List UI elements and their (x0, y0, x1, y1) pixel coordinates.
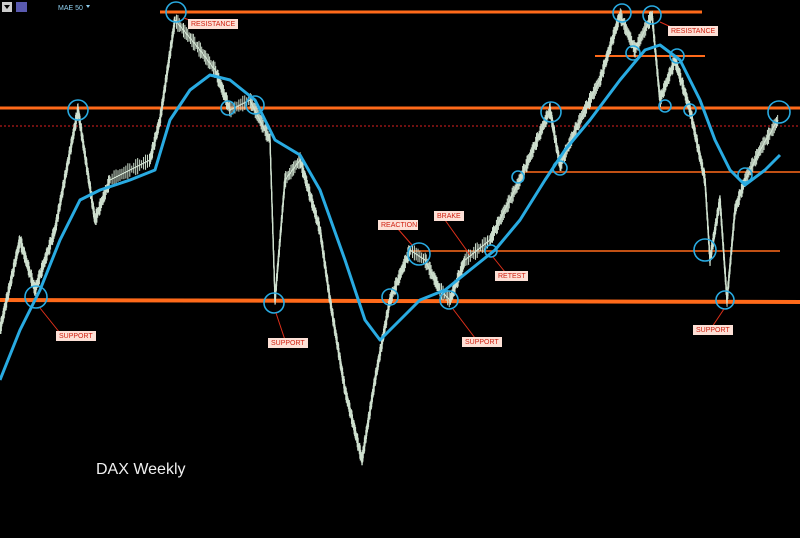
leader (452, 308, 476, 339)
tool-button[interactable] (16, 2, 27, 12)
ring (24, 285, 48, 309)
label-text: SUPPORT (59, 333, 93, 340)
support-line (0, 298, 800, 304)
label: RESISTANCE (668, 26, 718, 36)
label-text: SUPPORT (696, 327, 730, 334)
ring (439, 290, 459, 310)
ring (484, 244, 498, 258)
label-text: SUPPORT (465, 339, 499, 346)
ring (511, 170, 525, 184)
ring (263, 292, 285, 314)
moving-average (0, 43, 782, 381)
ring (625, 45, 641, 61)
label: RETEST (495, 271, 528, 281)
label: SUPPORT (462, 337, 502, 347)
ring (669, 48, 685, 64)
ring (540, 101, 562, 123)
leader (275, 312, 286, 341)
label: SUPPORT (268, 338, 308, 348)
ring (245, 95, 265, 115)
ring (165, 1, 187, 23)
label: SUPPORT (56, 331, 96, 341)
ring (381, 288, 399, 306)
ring (552, 160, 568, 176)
watermark: DAX Weekly (96, 461, 186, 478)
label-text: BRAKE (437, 213, 461, 220)
ring (767, 100, 791, 124)
ring (67, 99, 89, 121)
leader (492, 256, 506, 273)
candles (0, 8, 779, 466)
label-text: RETEST (498, 273, 526, 280)
menu-arrow (4, 5, 10, 9)
ring (220, 100, 236, 116)
ring (658, 99, 672, 113)
leader (397, 228, 413, 246)
label: REACTION (378, 220, 418, 230)
label-text: RESISTANCE (671, 28, 716, 35)
ring (407, 242, 431, 266)
leader (711, 308, 725, 328)
label: RESISTANCE (188, 19, 238, 29)
label: SUPPORT (693, 325, 733, 335)
indicator-dropdown[interactable] (86, 5, 90, 8)
indicator-label[interactable]: MAE 50 (58, 5, 83, 12)
markers (24, 1, 791, 314)
leader (39, 307, 61, 334)
ring (683, 103, 697, 117)
label: BRAKE (434, 211, 464, 221)
label-text: RESISTANCE (191, 21, 236, 28)
ring (737, 167, 753, 183)
label-text: REACTION (381, 222, 417, 229)
label-text: SUPPORT (271, 340, 305, 347)
ring (715, 290, 735, 310)
ring (693, 238, 717, 262)
ring (642, 5, 662, 25)
leader (444, 219, 471, 256)
ring (612, 3, 632, 23)
